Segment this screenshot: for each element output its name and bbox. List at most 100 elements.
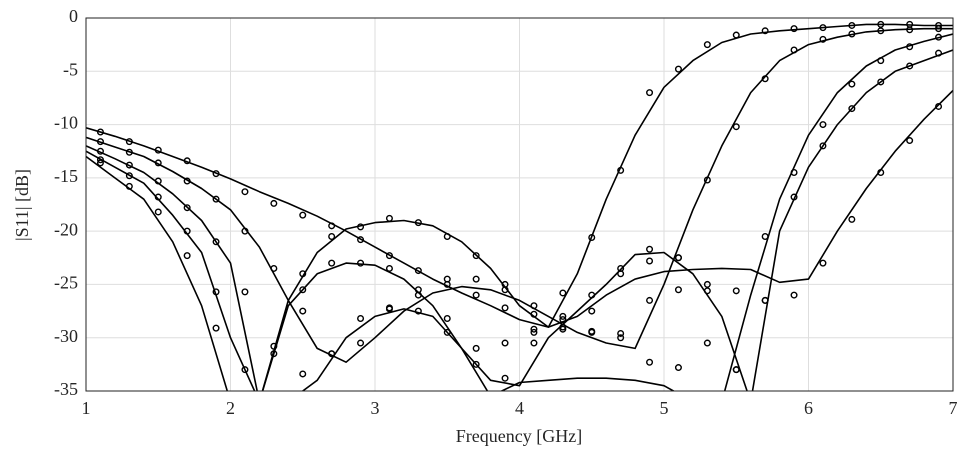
simulated-line [86, 89, 953, 391]
measured-marker [270, 264, 278, 272]
measured-marker [154, 193, 162, 201]
measured-marker [270, 350, 278, 358]
measured-marker [935, 25, 943, 33]
measured-marker [414, 286, 422, 294]
x-axis-label: Frequency [GHz] [456, 426, 582, 446]
measured-marker [299, 286, 307, 294]
measured-marker [183, 204, 191, 212]
measured-marker [848, 80, 856, 88]
simulated-line [86, 23, 953, 328]
measured-marker [906, 43, 914, 51]
simulated-line [86, 27, 953, 363]
measured-marker [877, 169, 885, 177]
measured-marker [183, 157, 191, 165]
measured-marker [299, 370, 307, 378]
measured-marker [848, 215, 856, 223]
simulated-line [86, 49, 953, 391]
measured-marker [530, 310, 538, 318]
measured-marker [819, 142, 827, 150]
measured-marker [530, 302, 538, 310]
measured-marker [732, 287, 740, 295]
measured-marker [443, 328, 451, 336]
measured-marker [241, 366, 249, 374]
measured-marker [154, 159, 162, 167]
measured-marker [443, 315, 451, 323]
measured-marker [530, 328, 538, 336]
measured-marker [674, 65, 682, 73]
measured-marker [357, 259, 365, 267]
measured-marker [385, 214, 393, 222]
measured-marker [761, 27, 769, 35]
x-tick-label: 5 [660, 398, 669, 418]
measured-marker [588, 234, 596, 242]
measured-marker [935, 49, 943, 57]
measured-marker [154, 177, 162, 185]
y-tick-label: -30 [54, 326, 78, 346]
measured-marker [125, 138, 133, 146]
measured-marker [703, 339, 711, 347]
measured-marker [299, 270, 307, 278]
measured-marker [414, 267, 422, 275]
measured-marker [472, 291, 480, 299]
measured-marker [906, 62, 914, 70]
measured-marker [472, 344, 480, 352]
plot-area [86, 20, 953, 391]
measured-marker [790, 291, 798, 299]
x-tick-label: 6 [804, 398, 813, 418]
measured-marker [472, 275, 480, 283]
measured-marker [96, 156, 104, 164]
y-tick-label: -15 [54, 166, 78, 186]
measured-marker [935, 33, 943, 41]
measured-marker [877, 57, 885, 65]
measured-marker [357, 315, 365, 323]
measured-marker [559, 289, 567, 297]
measured-marker [501, 280, 509, 288]
measured-marker [241, 227, 249, 235]
measured-marker [906, 137, 914, 145]
measured-marker [617, 166, 625, 174]
measured-marker [617, 270, 625, 278]
measured-marker [761, 296, 769, 304]
tick-labels: 1 2 3 4 5 6 7 0 -5 -10 -15 -20 -25 -30 -35 [54, 6, 958, 418]
measured-marker [935, 21, 943, 29]
measured-marker [241, 188, 249, 196]
measured-marker [646, 257, 654, 265]
measured-marker [732, 31, 740, 39]
measured-marker [646, 245, 654, 253]
measured-marker [935, 102, 943, 110]
measured-marker [703, 280, 711, 288]
measured-marker [96, 147, 104, 155]
measured-marker [877, 78, 885, 86]
measured-marker [819, 35, 827, 43]
measured-marker [790, 25, 798, 33]
measured-marker [703, 287, 711, 295]
y-axis-label: |S11| [dB] [12, 169, 32, 241]
measured-marker [125, 161, 133, 169]
measured-marker [674, 254, 682, 262]
measured-marker [241, 288, 249, 296]
measured-marker [877, 27, 885, 35]
measured-marker [472, 360, 480, 368]
measured-marker [414, 219, 422, 227]
measured-marker [154, 146, 162, 154]
measured-marker [212, 288, 220, 296]
measured-marker [501, 339, 509, 347]
x-tick-label: 2 [226, 398, 235, 418]
measured-marker [385, 252, 393, 260]
y-tick-label: 0 [69, 6, 78, 26]
x-tick-label: 3 [371, 398, 380, 418]
measured-marker [790, 46, 798, 54]
measured-marker [125, 172, 133, 180]
measured-marker [385, 264, 393, 272]
measured-marker [357, 223, 365, 231]
measured-marker [674, 286, 682, 294]
measured-marker [96, 159, 104, 167]
measured-marker [328, 259, 336, 267]
measured-marker [183, 227, 191, 235]
measured-marker [414, 307, 422, 315]
measured-marker [183, 252, 191, 260]
x-tick-label: 1 [82, 398, 91, 418]
measured-marker [328, 222, 336, 230]
